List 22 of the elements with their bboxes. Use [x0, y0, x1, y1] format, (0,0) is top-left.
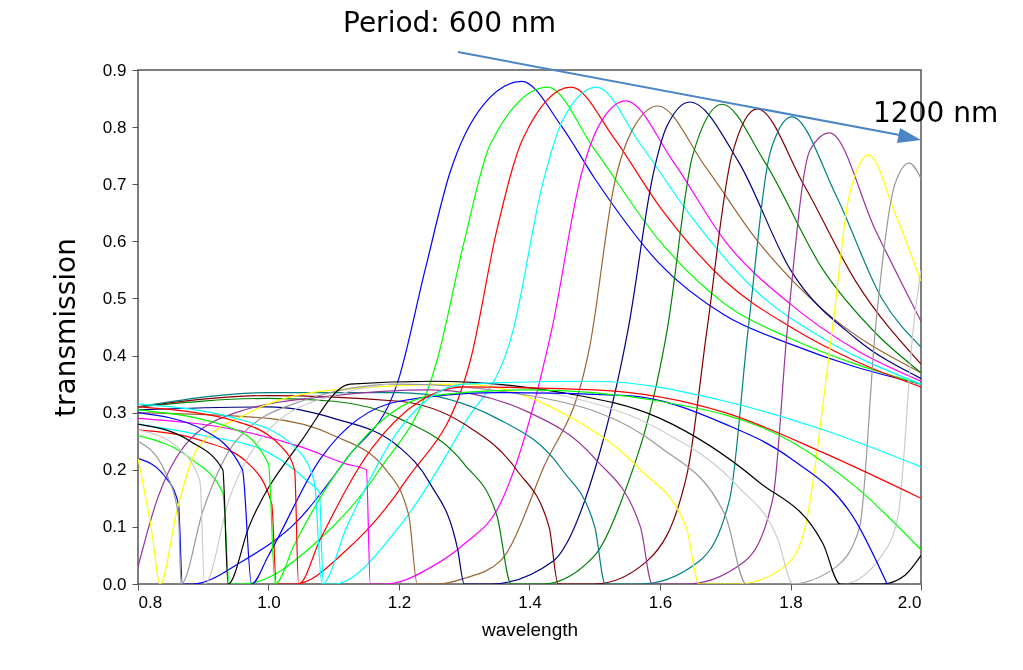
y-tick-label: 0.3 — [102, 403, 127, 423]
y-tick-label: 0.5 — [102, 288, 127, 308]
y-tick-label: 0.8 — [102, 117, 127, 137]
x-tick-label: 1.2 — [387, 592, 412, 612]
x-tick-label: 1.4 — [518, 592, 542, 612]
y-tick-label: 0.6 — [102, 231, 127, 251]
y-tick-label: 0.9 — [102, 60, 127, 80]
x-tick-label: 1.0 — [257, 592, 281, 612]
text: Period: 600 nm — [343, 6, 557, 39]
y-tick-label: 0.4 — [102, 346, 127, 366]
x-tick-label: 1.6 — [648, 592, 673, 612]
y-tick-label: 0.0 — [102, 574, 127, 594]
y-tick-label: 0.1 — [102, 517, 127, 537]
x-tick-label: 2.0 — [897, 592, 922, 612]
annotation: 1200 nm — [873, 96, 999, 129]
y-tick-label: 0.7 — [102, 174, 127, 194]
y-tick-label: 0.2 — [102, 460, 127, 480]
line-series — [138, 269, 921, 584]
x-axis-title: wavelength — [480, 618, 579, 640]
y-axis-title: transmission — [48, 238, 82, 417]
x-tick-label: 0.8 — [138, 592, 163, 612]
x-tick-label: 1.8 — [779, 592, 803, 612]
